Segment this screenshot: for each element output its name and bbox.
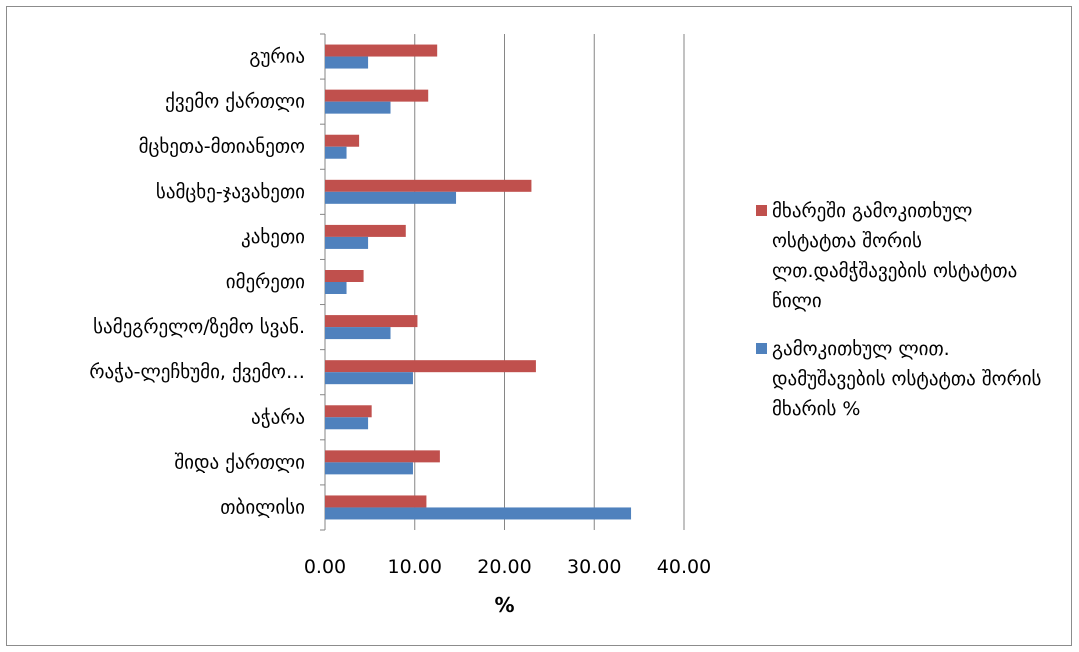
bar-series-2 [325,56,369,69]
category-label: რაჭა-ლეჩხუმი, ქვემო… [89,361,305,383]
category-label: ქვემო ქართლი [165,91,305,113]
legend-item-series-1: მხარეში გამოკითხულ ოსტატთა შორის ლთ.დამჭ… [756,196,1056,316]
legend-item-series-2: გამოკითხულ ლით. დამუშავების ოსტატთა შორი… [756,334,1056,424]
bar-series-1 [325,315,418,328]
bar-series-2 [325,282,347,294]
bar-series-1 [325,89,429,102]
bar-series-1 [325,360,536,373]
category-label: აჭარა [251,406,305,428]
bar-series-2 [325,236,369,249]
x-tick-label: 0.00 [304,556,346,578]
bar-series-2 [325,327,391,340]
x-tick-label: 10.00 [388,556,442,578]
bar-series-1 [325,44,438,57]
x-tick-label: 20.00 [477,556,531,578]
category-label: იმერეთი [226,271,305,293]
bar-series-1 [325,495,427,508]
chart-area [6,6,1072,646]
legend-swatch-series-1 [756,205,767,216]
bar-series-1 [325,270,364,282]
category-label: შიდა ქართლი [174,451,305,473]
bar-series-1 [325,450,440,463]
bar-series-1 [325,179,532,192]
bar-series-2 [325,372,413,385]
bar-series-1 [325,134,360,147]
bar-series-1 [325,224,406,237]
chart-legend: მხარეში გამოკითხულ ოსტატთა შორის ლთ.დამჭ… [756,196,1056,442]
bar-series-2 [325,146,347,159]
legend-swatch-series-2 [756,343,767,354]
bar-series-2 [325,101,391,114]
category-label: კახეთი [241,226,305,248]
legend-label-series-2: გამოკითხულ ლით. დამუშავების ოსტატთა შორი… [772,338,1042,420]
legend-label-series-1: მხარეში გამოკითხულ ოსტატთა შორის ლთ.დამჭ… [772,200,1018,312]
x-tick-label: 40.00 [657,556,711,578]
bar-series-2 [325,417,369,430]
bar-series-1 [325,405,372,418]
category-label: სამეგრელო/ზემო სვან. [93,316,305,338]
category-label: გურია [249,46,305,68]
x-tick-label: 30.00 [567,556,621,578]
bar-series-2 [325,191,457,204]
x-axis-title: % [494,593,514,617]
category-label: მცხეთა-მთიანეთო [139,136,305,158]
category-label: სამცხე-ჯავახეთი [156,181,305,203]
bar-series-2 [325,462,413,475]
bar-series-2 [325,507,632,520]
category-label: თბილისი [220,496,305,518]
